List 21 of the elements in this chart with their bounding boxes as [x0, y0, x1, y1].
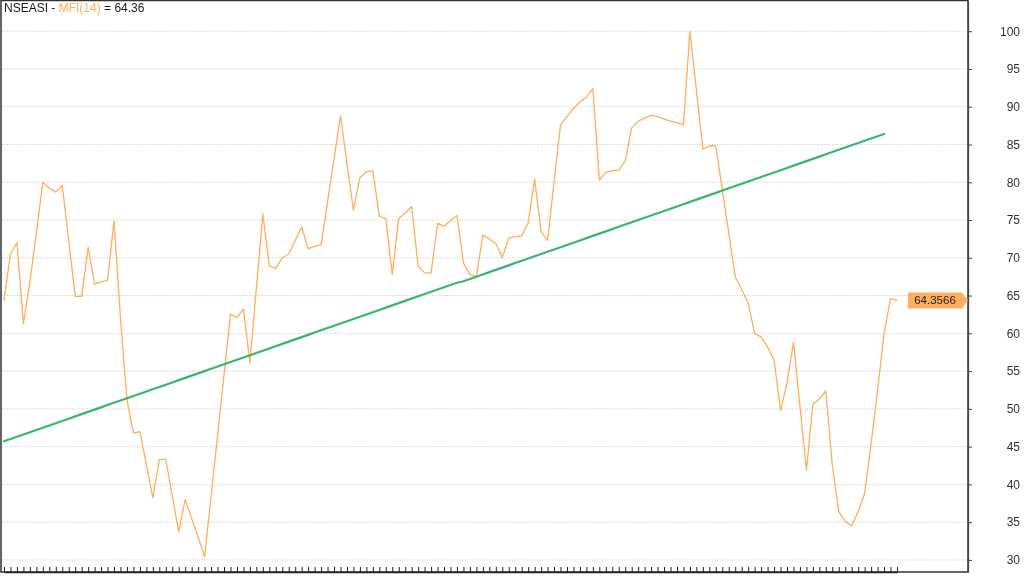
text: MFI(14) — [55, 1, 101, 15]
chart-title: NSEASI - — [4, 1, 56, 15]
y-tick-label: 70 — [1006, 251, 1021, 266]
y-tick-label: 95 — [1006, 62, 1021, 77]
y-tick-label: 85 — [1006, 137, 1021, 152]
line-series — [2, 132, 886, 443]
y-tick-label: 50 — [1006, 402, 1021, 417]
y-tick-label: 80 — [1006, 175, 1021, 190]
y-tick-label: 65 — [1006, 288, 1021, 303]
data-label: 64.3566 — [914, 294, 956, 307]
y-tick-label: 90 — [1006, 100, 1021, 115]
y-tick-label: 60 — [1006, 326, 1021, 341]
y-tick-label: 30 — [1006, 553, 1021, 568]
y-tick-label: 35 — [1006, 515, 1021, 530]
annotation: = 64.36 — [100, 1, 145, 15]
line-series — [3, 30, 898, 558]
y-tick-label: 40 — [1006, 477, 1021, 492]
y-tick-label: 55 — [1006, 364, 1021, 379]
y-tick-label: 45 — [1006, 439, 1021, 454]
y-tick-label: 75 — [1006, 213, 1021, 228]
y-tick-label: 100 — [999, 24, 1021, 39]
